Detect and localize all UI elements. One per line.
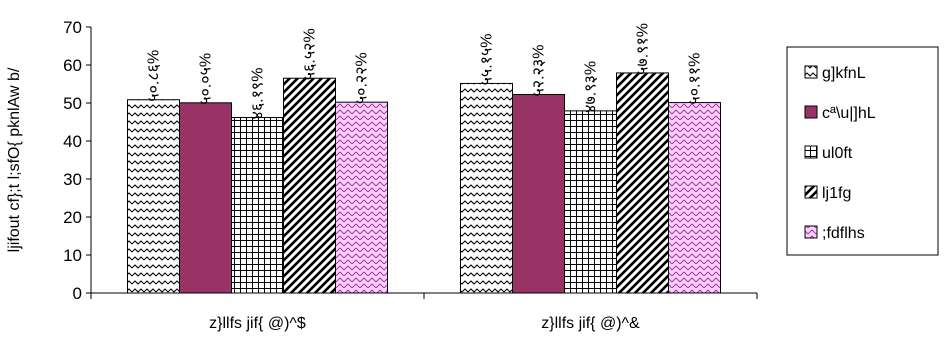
x-category-label: z}llfs jif{ @)^$ [209,315,306,332]
legend-swatch [804,145,818,159]
data-label: ४७.९३% [583,61,600,113]
legend-label: lj1fg [822,185,851,202]
data-label: ५६.५२% [302,28,319,80]
y-tick-label: 40 [63,132,82,151]
legend-label: ;fdflhs [822,225,865,242]
data-labels: ५०.८६% ५५.१५% ५०.०५% ५२.२३% ४६.१९% ४७.९३% ५६.५… [146,23,704,119]
bar [283,77,336,294]
y-tick-label: 50 [63,94,82,113]
legend-swatch [804,225,818,239]
bar [460,82,513,294]
bar [231,116,284,294]
bar [564,110,617,294]
data-label: ५०.८६% [146,50,163,102]
legend-label: g]kfnL [822,65,866,82]
legend-swatch [804,185,818,199]
y-tick-label: 30 [63,170,82,189]
bar [179,102,232,294]
y-axis-label: ljifout cf};t l;sfO{ pknlAw b/ [6,67,23,252]
y-tick-label: 60 [63,56,82,75]
legend-label: cª\u|]hL [822,105,876,122]
legend-label: ul0ft [822,145,853,162]
y-tick-label: 70 [63,18,82,37]
data-label: ५२.२३% [531,45,548,97]
data-label: ५०.२२% [354,52,371,104]
data-label: ५७.९१% [635,23,652,75]
data-label: ५५.१५% [479,33,496,85]
legend: g]kfnL cª\u|]hL ul0ft lj1fg ;fdflhs [786,46,939,256]
data-label: ४६.१९% [250,68,267,120]
data-label: ५०.०५% [198,53,215,105]
y-tick-label: 0 [73,284,82,303]
legend-swatch [804,105,818,119]
bar [512,94,565,294]
y-tick-label: 10 [63,246,82,265]
bar [616,72,669,294]
bar [668,102,721,294]
legend-swatch [804,65,818,79]
bar [335,101,388,294]
y-axis: 0 10 20 30 40 50 60 70 [63,18,92,303]
data-label: ५०.११% [687,53,704,105]
x-category-label: z}llfs jif{ @)^& [541,315,640,332]
y-tick-label: 20 [63,208,82,227]
x-axis: z}llfs jif{ @)^$ z}llfs jif{ @)^& [90,292,758,332]
bars [127,72,721,294]
bar [127,99,180,294]
